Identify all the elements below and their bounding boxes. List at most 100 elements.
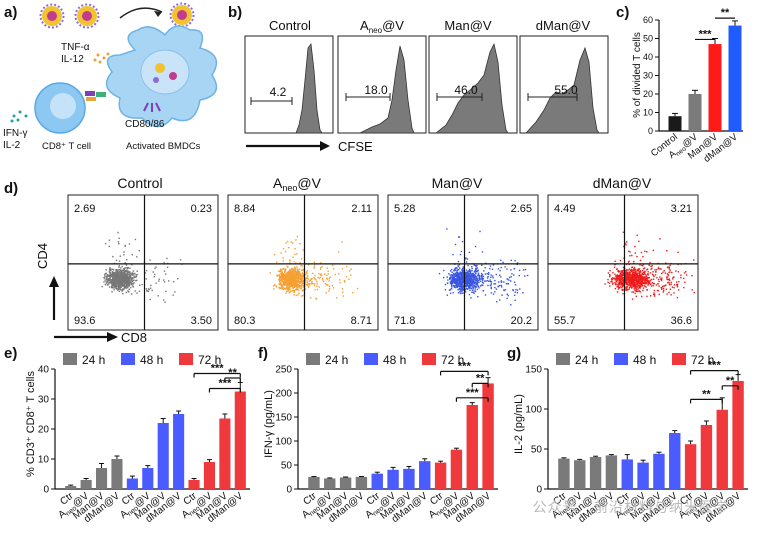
flow-dot — [667, 273, 669, 276]
legend-swatch — [121, 353, 135, 365]
flow-dot — [480, 272, 483, 275]
flow-dot — [286, 284, 288, 287]
flow-dot — [653, 293, 655, 296]
bar — [142, 468, 154, 489]
flow-dot — [455, 273, 457, 275]
flow-dot — [325, 292, 327, 294]
cytokine-label: TNF-α — [61, 42, 90, 53]
flow-dot — [144, 272, 146, 274]
flow-dot — [279, 276, 281, 279]
flow-dot — [124, 245, 126, 247]
flow-dot — [635, 290, 638, 293]
flow-dot — [294, 267, 296, 269]
flow-dot — [470, 276, 472, 279]
flow-dot — [466, 283, 468, 285]
flow-dot — [642, 269, 644, 272]
flow-dot — [650, 295, 652, 297]
flow-dot — [301, 265, 303, 267]
flow-dot — [122, 278, 125, 280]
flow-dot — [168, 280, 170, 282]
bar — [621, 459, 633, 489]
flow-dot — [646, 277, 649, 279]
flow-dot — [109, 275, 111, 278]
flow-dot — [332, 287, 335, 289]
flow-dot — [614, 275, 617, 277]
flow-dot — [492, 277, 494, 279]
flow-dot — [614, 273, 616, 275]
flow-dot — [651, 281, 654, 284]
flow-dot — [633, 281, 636, 283]
flow-dot — [470, 297, 472, 299]
flow-dot — [124, 275, 127, 277]
flow-dot — [462, 284, 465, 286]
cytokine-label: IL-12 — [61, 54, 84, 65]
flow-dot — [650, 268, 652, 270]
flow-dot — [673, 276, 675, 278]
flow-dot — [300, 287, 302, 290]
flow-dot — [653, 292, 655, 294]
flow-dot — [290, 283, 292, 285]
flow-dot — [625, 269, 628, 271]
flow-plot-frame — [547, 194, 699, 331]
flow-dot — [637, 290, 639, 293]
flow-dot — [467, 275, 469, 278]
flow-dot — [151, 289, 153, 292]
flow-dot — [468, 251, 471, 254]
flow-dot — [288, 287, 290, 289]
flow-dot — [454, 243, 457, 246]
flow-dot — [670, 281, 673, 284]
y-tick-label: 100 — [275, 437, 292, 448]
flow-dot — [456, 286, 458, 289]
flow-dot — [452, 253, 454, 256]
flow-dot — [454, 281, 457, 283]
flow-dot — [131, 285, 134, 287]
flow-dot — [634, 285, 636, 287]
flow-dot — [471, 282, 473, 285]
flow-dot — [618, 282, 620, 285]
flow-dot — [115, 283, 117, 285]
flow-dot — [120, 269, 122, 271]
flow-dot — [292, 278, 294, 280]
flow-dot — [636, 255, 638, 258]
flow-dot — [492, 293, 495, 295]
flow-dot — [625, 281, 627, 283]
flow-dot — [663, 285, 665, 287]
flow-dot — [480, 276, 482, 278]
flow-dots — [604, 231, 695, 300]
flow-dot — [472, 279, 474, 281]
flow-dot — [306, 269, 309, 272]
flow-dot — [625, 271, 627, 273]
flow-dot — [484, 280, 486, 282]
flow-dot — [113, 280, 115, 282]
flow-dot — [456, 274, 459, 277]
flow-dot — [452, 278, 454, 280]
flow-dot — [280, 271, 282, 273]
flow-dot — [524, 275, 526, 277]
quadrant-value: 71.8 — [394, 315, 415, 327]
flow-dot — [457, 260, 460, 263]
flow-dot — [622, 266, 625, 268]
flow-dot — [638, 284, 641, 286]
flow-dot — [296, 280, 299, 283]
flow-dot — [522, 269, 525, 271]
flow-title-dman: dMan@V — [593, 175, 652, 191]
flow-dot — [467, 278, 470, 281]
flow-dot — [470, 273, 472, 275]
flow-dot — [662, 271, 664, 273]
flow-dot — [127, 284, 130, 286]
flow-dot — [298, 286, 300, 288]
flow-dot — [631, 269, 634, 271]
flow-dot — [638, 274, 641, 276]
flow-dot — [609, 274, 611, 277]
flow-dot — [461, 271, 463, 273]
flow-dot — [290, 267, 293, 270]
flow-dots — [101, 231, 183, 303]
receptor-icon — [86, 97, 96, 101]
flow-dot — [642, 268, 645, 270]
flow-dot — [623, 270, 625, 272]
flow-dot — [124, 280, 126, 283]
flow-dot — [127, 290, 129, 292]
flow-dot — [635, 283, 638, 285]
flow-dot — [473, 280, 475, 282]
flow-dot — [499, 284, 501, 287]
